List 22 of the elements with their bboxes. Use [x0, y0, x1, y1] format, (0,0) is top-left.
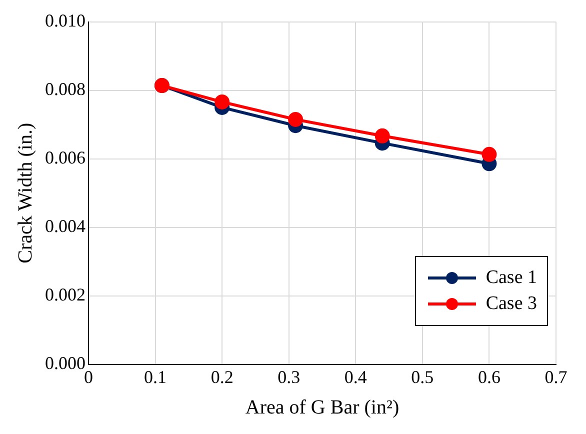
x-tick-label: 0.4 [344, 366, 367, 387]
y-tick-label: 0.008 [45, 79, 86, 100]
legend-label: Case 1 [486, 267, 537, 289]
y-tick-label: 0.010 [45, 10, 86, 31]
x-axis-title: Area of G Bar (in²) [245, 396, 400, 418]
x-tick-label: 0.2 [210, 366, 234, 387]
legend-label: Case 3 [486, 293, 537, 315]
y-tick-label: 0.006 [45, 148, 86, 168]
point [482, 146, 497, 162]
point [288, 112, 304, 127]
x-tick-label: 0.6 [478, 366, 500, 387]
x-tick-label: 0.3 [278, 366, 300, 387]
y-tick-label: 0.004 [45, 216, 86, 236]
point [374, 128, 390, 144]
y-axis-title: Crack Width (in.) [14, 122, 36, 264]
y-tick-label: 0.002 [45, 284, 86, 305]
x-tick-label: 0.5 [411, 366, 434, 387]
x-tick-label: 0 [84, 366, 93, 387]
point [214, 94, 230, 110]
x-tick-label: 0.7 [544, 366, 568, 387]
x-tick-label: 0.1 [144, 366, 167, 387]
y-tick-label: 0.000 [45, 353, 86, 374]
